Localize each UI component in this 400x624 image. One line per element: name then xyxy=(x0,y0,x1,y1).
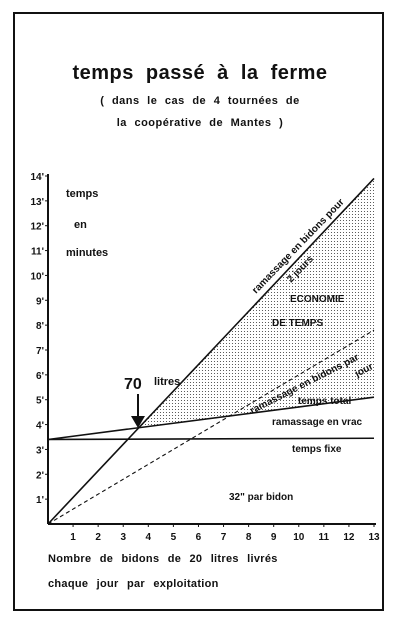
y-tick-label: 11' xyxy=(31,247,44,258)
x-tick-label: 8 xyxy=(246,532,252,543)
y-tick-label: 3' xyxy=(36,445,44,456)
x-tick-label: 7 xyxy=(221,532,227,543)
x-tick-label: 1 xyxy=(70,532,76,543)
y-tick-label: 5' xyxy=(36,396,44,407)
x-axis-label-line-2: chaque jour par exploitation xyxy=(48,578,219,590)
y-tick-label: 8' xyxy=(36,321,44,332)
y-tick-label: 10' xyxy=(30,271,44,282)
y-tick-label: 7' xyxy=(36,346,44,357)
x-tick-label: 6 xyxy=(196,532,202,543)
annotation-par-bidon: 32" par bidon xyxy=(229,492,293,503)
y-tick-label: 13' xyxy=(30,197,44,208)
x-tick-label: 3 xyxy=(120,532,126,543)
series-label-vrac: ramassage en vrac xyxy=(272,417,363,428)
y-tick-label: 4' xyxy=(36,421,44,432)
y-axis-label-line-3: minutes xyxy=(66,247,108,259)
annotation-litres: litres xyxy=(154,376,180,388)
y-tick-label: 1' xyxy=(36,495,44,506)
series-line-4 xyxy=(48,438,374,439)
x-tick-label: 4 xyxy=(146,532,152,543)
series-label-temps-total: temps total xyxy=(298,396,352,407)
y-tick-label: 2' xyxy=(36,470,44,481)
x-tick-label: 5 xyxy=(171,532,177,543)
y-tick-label: 6' xyxy=(36,371,44,382)
y-axis-label-line-2: en xyxy=(74,219,87,231)
x-tick-label: 12 xyxy=(343,532,355,543)
x-tick-label: 9 xyxy=(271,532,277,543)
x-tick-label: 11 xyxy=(319,532,330,543)
economie-label-line-2: DE TEMPS xyxy=(272,318,323,329)
x-tick-label: 10 xyxy=(293,532,305,543)
annotation-70: 70 xyxy=(124,376,142,393)
y-tick-label: 12' xyxy=(30,222,44,233)
x-tick-label: 13 xyxy=(368,532,380,543)
series-label-temps-fixe: temps fixe xyxy=(292,444,342,455)
y-axis-label-line-1: temps xyxy=(66,188,98,200)
x-tick-label: 2 xyxy=(95,532,101,543)
y-tick-label: 14' xyxy=(30,172,44,183)
economie-label-line-1: ECONOMIE xyxy=(290,294,345,305)
y-tick-label: 9' xyxy=(36,296,44,307)
x-axis-label-line-1: Nombre de bidons de 20 litres livrés xyxy=(48,553,278,565)
